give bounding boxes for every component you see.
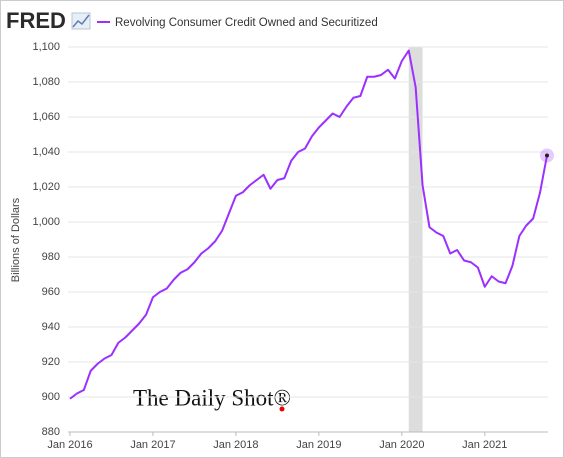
watermark: The Daily Shot®	[133, 385, 291, 410]
y-tick-label: 940	[42, 321, 60, 333]
brand-logo: FRED	[6, 8, 66, 33]
y-tick-label: 1,060	[32, 111, 60, 123]
logo-icon	[71, 12, 91, 30]
y-tick-label: 1,100	[32, 41, 60, 53]
watermark-dot	[279, 406, 285, 412]
y-tick-label: 1,080	[32, 76, 60, 88]
x-tick-label: Jan 2018	[213, 439, 258, 451]
x-tick-label: Jan 2017	[130, 439, 175, 451]
legend-label: Revolving Consumer Credit Owned and Secu…	[115, 17, 378, 29]
x-tick-label: Jan 2016	[47, 439, 92, 451]
last-point	[545, 153, 549, 158]
y-tick-label: 900	[42, 391, 60, 403]
x-tick-label: Jan 2021	[462, 439, 507, 451]
y-tick-label: 1,020	[32, 181, 60, 193]
x-tick-label: Jan 2019	[296, 439, 341, 451]
y-tick-label: 960	[42, 286, 60, 298]
y-axis-label: Billions of Dollars	[10, 197, 22, 282]
x-tick-label: Jan 2020	[379, 439, 424, 451]
y-tick-label: 1,040	[32, 146, 60, 158]
y-tick-label: 880	[42, 426, 60, 438]
data-line	[69, 49, 548, 400]
y-tick-label: 980	[42, 251, 60, 263]
y-tick-label: 920	[42, 356, 60, 368]
y-tick-label: 1,000	[32, 216, 60, 228]
recession-band	[408, 47, 423, 432]
